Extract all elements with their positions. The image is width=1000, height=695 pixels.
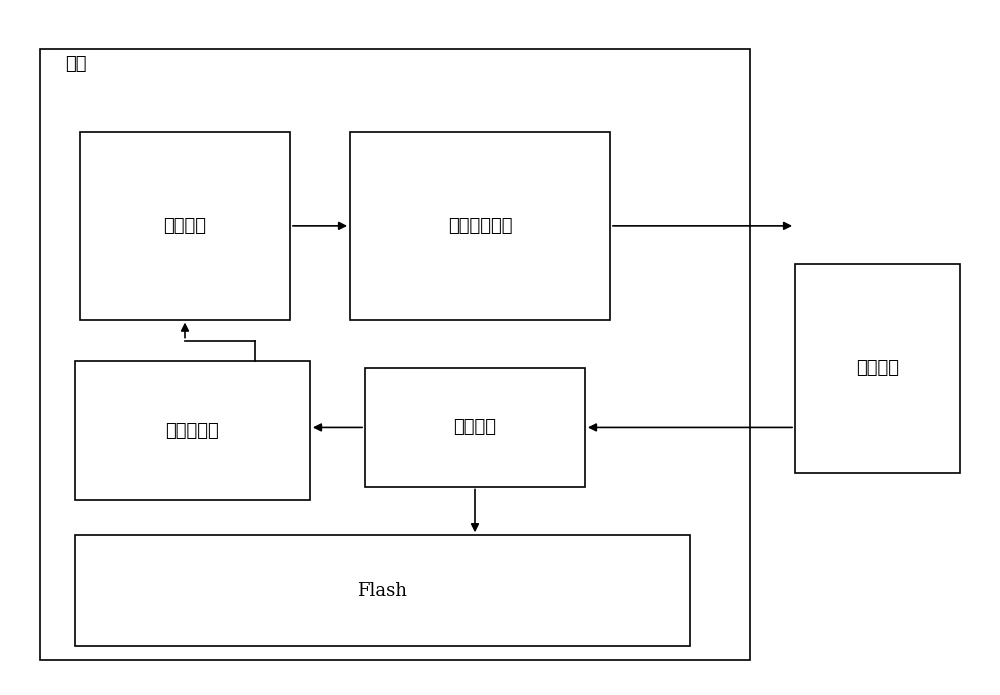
Bar (80, 132, 290, 320)
Bar (365, 368, 585, 486)
Text: 时钟分频电路: 时钟分频电路 (448, 217, 512, 235)
Text: 校正接口: 校正接口 (454, 418, 496, 436)
Bar (795, 264, 960, 473)
Bar (75, 535, 690, 646)
Text: 校正寄存器: 校正寄存器 (166, 422, 219, 440)
Text: 芯片: 芯片 (65, 55, 87, 73)
Bar (75, 361, 310, 500)
Text: 内部晶振: 内部晶振 (164, 217, 207, 235)
Text: 校正装置: 校正装置 (856, 359, 899, 377)
Bar (40, 49, 750, 660)
Bar (350, 132, 610, 320)
Text: Flash: Flash (358, 582, 408, 600)
